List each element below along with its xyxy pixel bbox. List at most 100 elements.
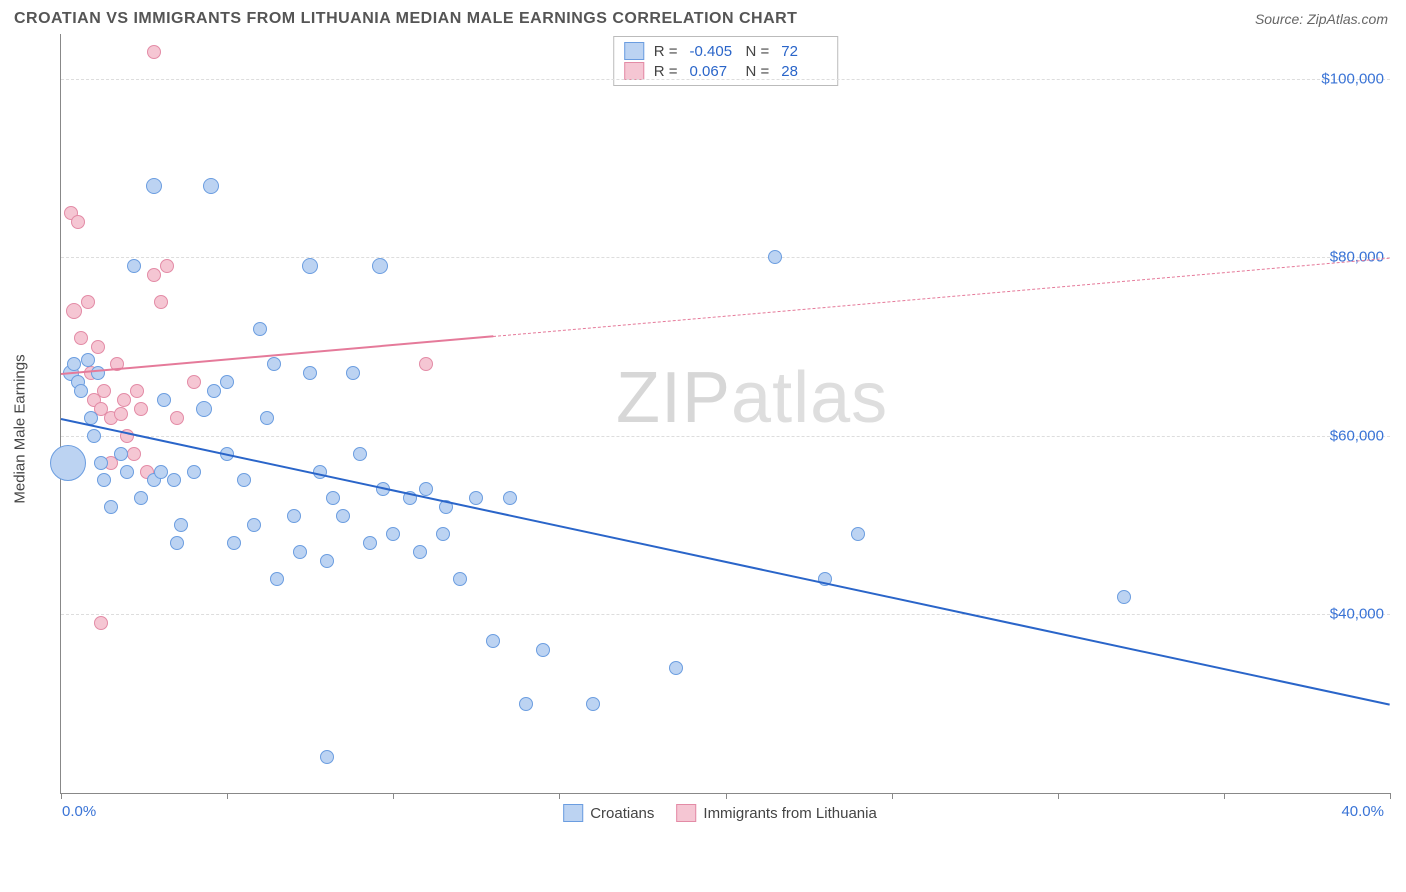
data-point <box>104 500 118 514</box>
data-point <box>127 447 141 461</box>
data-point <box>174 518 188 532</box>
data-point <box>293 545 307 559</box>
swatch-series-b <box>676 804 696 822</box>
chart-area: Median Male Earnings ZIPatlas R = -0.405… <box>50 34 1390 824</box>
data-point <box>519 697 533 711</box>
data-point <box>120 465 134 479</box>
data-point <box>67 357 81 371</box>
data-point <box>320 750 334 764</box>
data-point <box>303 366 317 380</box>
data-point <box>326 491 340 505</box>
x-tick <box>892 793 893 799</box>
data-point <box>134 491 148 505</box>
gridline <box>61 79 1390 80</box>
data-point <box>157 393 171 407</box>
data-point <box>220 375 234 389</box>
data-point <box>247 518 261 532</box>
data-point <box>134 402 148 416</box>
x-tick <box>1058 793 1059 799</box>
data-point <box>71 215 85 229</box>
x-tick <box>227 793 228 799</box>
data-point <box>94 456 108 470</box>
data-point <box>851 527 865 541</box>
data-point <box>97 473 111 487</box>
data-point <box>469 491 483 505</box>
data-point <box>127 259 141 273</box>
data-point <box>768 250 782 264</box>
data-point <box>66 303 82 319</box>
data-point <box>363 536 377 550</box>
data-point <box>91 340 105 354</box>
source-attribution: Source: ZipAtlas.com <box>1255 11 1388 27</box>
data-point <box>419 482 433 496</box>
data-point <box>453 572 467 586</box>
data-point <box>486 634 500 648</box>
swatch-series-b <box>624 62 644 80</box>
data-point <box>346 366 360 380</box>
data-point <box>436 527 450 541</box>
chart-header: CROATIAN VS IMMIGRANTS FROM LITHUANIA ME… <box>0 0 1406 34</box>
data-point <box>160 259 174 273</box>
data-point <box>270 572 284 586</box>
watermark: ZIPatlas <box>616 357 888 439</box>
data-point <box>260 411 274 425</box>
gridline <box>61 436 1390 437</box>
data-point <box>253 322 267 336</box>
data-point <box>386 527 400 541</box>
data-point <box>353 447 367 461</box>
data-point <box>207 384 221 398</box>
y-tick-label: $40,000 <box>1330 606 1384 623</box>
series-legend: Croatians Immigrants from Lithuania <box>563 804 877 822</box>
x-axis-min-label: 0.0% <box>62 803 96 820</box>
legend-item-b: Immigrants from Lithuania <box>676 804 876 822</box>
trend-line <box>493 257 1390 336</box>
data-point <box>154 295 168 309</box>
data-point <box>372 258 388 274</box>
data-point <box>97 384 111 398</box>
x-tick <box>1390 793 1391 799</box>
x-tick <box>559 793 560 799</box>
trend-line <box>61 418 1390 706</box>
y-tick-label: $100,000 <box>1321 70 1384 87</box>
data-point <box>196 401 212 417</box>
data-point <box>154 465 168 479</box>
gridline <box>61 257 1390 258</box>
data-point <box>227 536 241 550</box>
data-point <box>669 661 683 675</box>
x-tick <box>726 793 727 799</box>
data-point <box>187 375 201 389</box>
legend-item-a: Croatians <box>563 804 654 822</box>
data-point <box>419 357 433 371</box>
data-point <box>267 357 281 371</box>
data-point <box>94 616 108 630</box>
data-point <box>203 178 219 194</box>
y-axis-title: Median Male Earnings <box>12 354 29 503</box>
data-point <box>81 295 95 309</box>
data-point <box>336 509 350 523</box>
swatch-series-a <box>563 804 583 822</box>
data-point <box>187 465 201 479</box>
data-point <box>170 536 184 550</box>
data-point <box>74 384 88 398</box>
data-point <box>74 331 88 345</box>
data-point <box>320 554 334 568</box>
data-point <box>167 473 181 487</box>
x-tick <box>393 793 394 799</box>
data-point <box>114 447 128 461</box>
data-point <box>302 258 318 274</box>
data-point <box>130 384 144 398</box>
x-tick <box>61 793 62 799</box>
chart-title: CROATIAN VS IMMIGRANTS FROM LITHUANIA ME… <box>14 10 797 28</box>
data-point <box>170 411 184 425</box>
plot-region: ZIPatlas R = -0.405 N = 72 R = 0.067 N =… <box>60 34 1390 794</box>
swatch-series-a <box>624 42 644 60</box>
y-tick-label: $60,000 <box>1330 427 1384 444</box>
data-point <box>147 268 161 282</box>
data-point <box>117 393 131 407</box>
data-point <box>237 473 251 487</box>
gridline <box>61 614 1390 615</box>
data-point <box>146 178 162 194</box>
x-tick <box>1224 793 1225 799</box>
data-point <box>287 509 301 523</box>
data-point <box>586 697 600 711</box>
